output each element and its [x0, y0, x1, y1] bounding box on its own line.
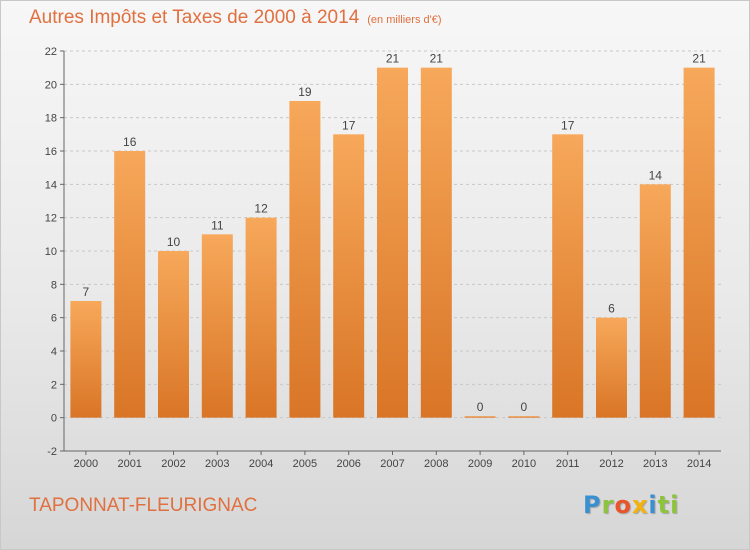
bar [158, 251, 189, 418]
data-label: 6 [608, 302, 615, 316]
title-row: Autres Impôts et Taxes de 2000 à 2014 (en… [29, 7, 442, 29]
x-tick-label: 2011 [556, 458, 580, 470]
logo-letter: ti [657, 491, 680, 519]
data-label: 21 [692, 52, 706, 66]
x-tick-label: 2007 [380, 458, 404, 470]
bar [114, 151, 146, 418]
x-tick-label: 2014 [687, 458, 711, 470]
y-tick-label: 14 [45, 179, 57, 191]
bar [333, 134, 365, 418]
x-tick-label: 2003 [205, 458, 229, 470]
y-tick-label: 10 [45, 246, 57, 258]
data-label: 21 [386, 52, 400, 66]
data-label: 7 [83, 285, 90, 299]
logo-letter: x [631, 491, 649, 519]
bar [596, 317, 627, 418]
data-label: 11 [211, 218, 224, 232]
data-label: 10 [167, 235, 181, 249]
data-label: 16 [123, 135, 137, 149]
bar [639, 184, 671, 418]
chart-subtitle: (en milliers d'€) [367, 14, 442, 26]
bar [201, 234, 233, 418]
commune-name: TAPONNAT-FLEURIGNAC [29, 495, 258, 516]
x-tick-label: 2012 [599, 458, 623, 470]
data-label: 21 [430, 52, 444, 66]
logo-letter: o [614, 491, 632, 519]
x-tick-label: 2004 [249, 458, 273, 470]
data-label: 12 [254, 202, 268, 216]
bar [464, 416, 496, 418]
proxiti-logo: Proxiti [583, 491, 679, 519]
y-tick-label: 6 [51, 313, 57, 325]
x-tick-label: 2009 [468, 458, 492, 470]
x-tick-label: 2005 [293, 458, 317, 470]
data-label: 0 [477, 400, 484, 414]
x-tick-label: 2001 [117, 458, 141, 470]
x-tick-label: 2000 [74, 458, 98, 470]
y-tick-label: -2 [47, 446, 57, 458]
bar [420, 67, 452, 418]
data-label: 17 [561, 118, 575, 132]
x-tick-label: 2008 [424, 458, 448, 470]
y-tick-label: 20 [45, 79, 57, 91]
bar [508, 416, 540, 418]
x-tick-label: 2010 [512, 458, 536, 470]
data-label: 0 [521, 400, 528, 414]
y-tick-label: 22 [45, 46, 57, 58]
logo-letter: i [648, 491, 658, 519]
x-tick-label: 2013 [643, 458, 667, 470]
bar [683, 67, 715, 418]
y-tick-label: 18 [45, 113, 57, 125]
bar [289, 101, 321, 418]
data-label: 14 [649, 168, 663, 182]
logo-letter: r [601, 491, 615, 519]
y-tick-label: 2 [51, 379, 57, 391]
bar [245, 217, 277, 418]
logo-letter: P [583, 491, 602, 519]
bar [70, 301, 102, 418]
y-tick-label: 8 [51, 279, 57, 291]
data-label: 17 [342, 118, 356, 132]
y-tick-label: 16 [45, 146, 57, 158]
y-tick-label: 12 [45, 213, 57, 225]
data-label: 19 [298, 85, 312, 99]
x-tick-label: 2006 [336, 458, 360, 470]
x-tick-label: 2002 [161, 458, 185, 470]
bar [377, 67, 408, 418]
chart-title: Autres Impôts et Taxes de 2000 à 2014 [29, 7, 360, 28]
bar [552, 134, 584, 418]
y-tick-label: 4 [51, 346, 57, 358]
y-tick-label: 0 [51, 413, 57, 425]
